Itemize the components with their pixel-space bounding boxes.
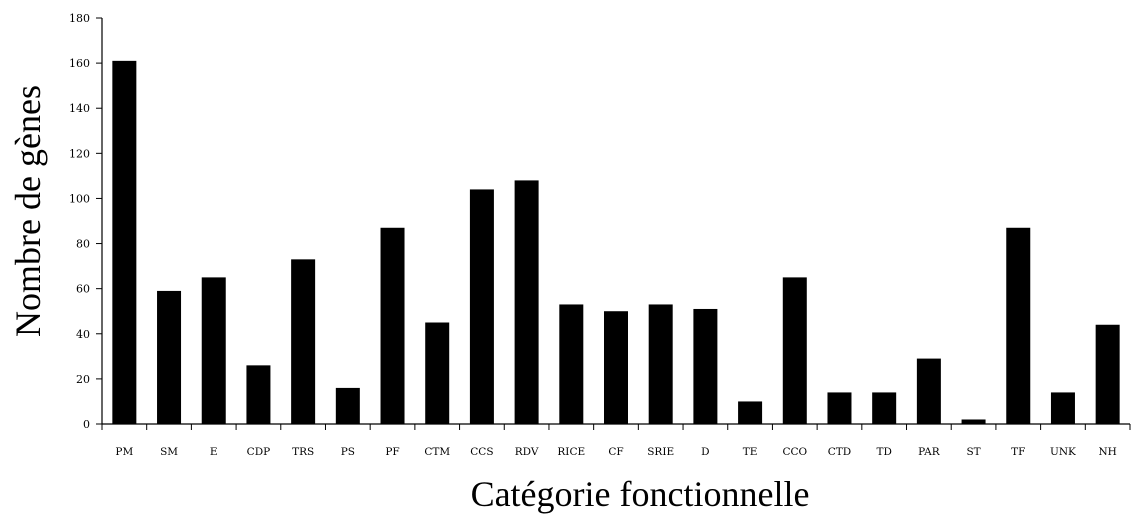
- bar-cf: [604, 311, 628, 424]
- bar-cdp: [246, 365, 271, 424]
- x-tick-label: TD: [876, 446, 891, 458]
- bar-ccs: [469, 189, 494, 424]
- x-tick-label: TE: [743, 446, 758, 458]
- bar-srie: [648, 304, 673, 424]
- bar-pm: [112, 60, 137, 424]
- bar-ctd: [827, 392, 852, 424]
- x-tick-label: D: [701, 446, 709, 458]
- x-tick-label: CDP: [247, 446, 271, 458]
- bar-te: [738, 401, 763, 424]
- bar-trs: [291, 259, 316, 424]
- bar-pf: [380, 227, 405, 424]
- bar-par: [916, 358, 941, 424]
- bar-tf: [1006, 227, 1031, 424]
- x-tick-label: UNK: [1050, 446, 1076, 458]
- x-tick-label: PAR: [918, 446, 941, 458]
- bar-ps: [335, 387, 360, 424]
- x-axis: PM SM E CDP TRS PS PF CTM CCS RDV RICE CF SRIE D TE CCO…: [101, 423, 1131, 458]
- x-tick-label: SM: [160, 446, 178, 458]
- x-tick-label: CCO: [782, 446, 807, 458]
- bar-sm: [157, 290, 182, 424]
- x-tick-label: CTD: [828, 446, 851, 458]
- y-tick-label: 140: [69, 102, 90, 115]
- x-tick-label: RICE: [557, 446, 585, 458]
- x-tick-label: CTM: [424, 446, 450, 458]
- x-tick-label: E: [210, 446, 218, 458]
- bar-unk: [1050, 392, 1075, 424]
- x-tick-label: TRS: [292, 446, 314, 458]
- bar-ctm: [425, 322, 450, 424]
- y-tick-label: 180: [69, 12, 90, 25]
- x-axis-title: Catégorie fonctionnelle: [471, 474, 810, 514]
- y-tick-label: 120: [69, 147, 90, 160]
- x-tick-label: PM: [115, 446, 133, 458]
- y-axis-title: Nombre de gènes: [8, 85, 48, 337]
- bar-e: [201, 277, 226, 424]
- bar-td: [872, 392, 897, 424]
- bars: [112, 60, 1120, 424]
- y-tick-label: 60: [76, 283, 90, 296]
- y-tick-label: 0: [83, 418, 90, 431]
- bar-st: [961, 419, 986, 424]
- y-tick-label: 160: [69, 57, 90, 70]
- y-tick-label: 40: [76, 328, 90, 341]
- x-tick-label: CF: [608, 446, 623, 458]
- y-tick-label: 100: [69, 192, 90, 205]
- bar-cco: [782, 277, 807, 424]
- x-tick-label: RDV: [515, 446, 539, 458]
- y-tick-label: 20: [76, 373, 90, 386]
- bar-rice: [559, 304, 584, 424]
- bar-nh: [1095, 324, 1120, 424]
- y-axis: 0 20 40 60 80 100 120 140 160 180: [69, 12, 103, 431]
- x-tick-label: ST: [966, 446, 980, 458]
- x-tick-label: SRIE: [647, 446, 674, 458]
- bar-d: [693, 308, 718, 424]
- x-tick-label: PS: [341, 446, 355, 458]
- x-tick-label: PF: [385, 446, 399, 458]
- bar-rdv: [514, 180, 539, 424]
- x-tick-label: TF: [1011, 446, 1025, 458]
- x-tick-label: CCS: [470, 446, 493, 458]
- y-tick-label: 80: [76, 238, 90, 251]
- x-tick-label: NH: [1098, 446, 1116, 458]
